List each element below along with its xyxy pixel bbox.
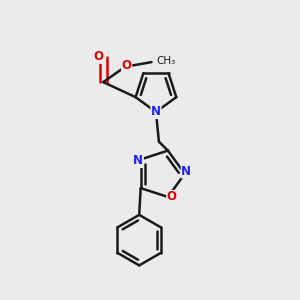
Text: O: O: [167, 190, 177, 203]
Text: O: O: [122, 59, 132, 72]
Text: N: N: [133, 154, 143, 167]
Text: N: N: [151, 106, 161, 118]
Text: CH₃: CH₃: [157, 56, 176, 66]
Text: O: O: [94, 50, 104, 63]
Text: N: N: [181, 165, 191, 178]
